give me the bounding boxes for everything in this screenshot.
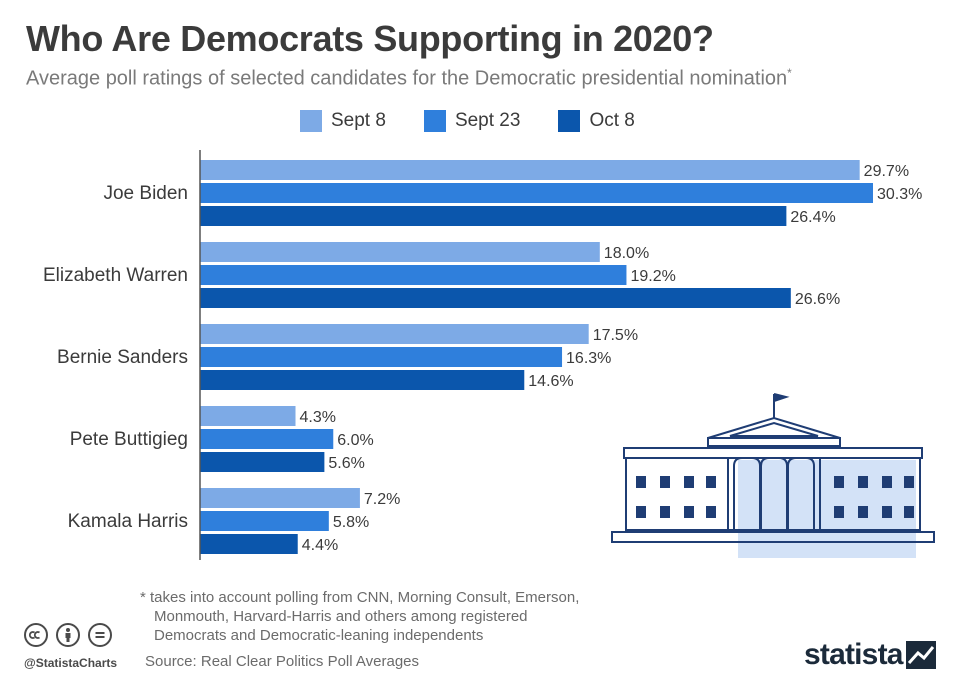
- footnote-line-3: Democrats and Democratic-leaning indepen…: [154, 627, 484, 644]
- bar-sept8-3: [200, 406, 296, 426]
- data-label-oct8-2: 14.6%: [528, 373, 573, 390]
- chart-title: Who Are Democrats Supporting in 2020?: [26, 18, 714, 59]
- bar-sept23-3: [200, 429, 334, 449]
- legend: Sept 8 Sept 23 Oct 8: [300, 110, 673, 132]
- legend-swatch-sept8: [300, 110, 322, 132]
- legend-label-oct8: Oct 8: [589, 110, 635, 131]
- license-icons: [24, 623, 120, 647]
- data-label-oct8-3: 5.6%: [328, 455, 364, 472]
- bar-sept8-1: [200, 242, 600, 262]
- chart-subtitle: Average poll ratings of selected candida…: [26, 66, 792, 91]
- footnote-line-1: * takes into account polling from CNN, M…: [140, 589, 580, 606]
- statista-logo[interactable]: statista: [804, 638, 936, 672]
- bar-oct8-4: [200, 534, 298, 554]
- data-label-sept8-1: 18.0%: [604, 245, 649, 262]
- statista-logo-icon: [905, 641, 936, 669]
- bar-sept23-0: [200, 183, 873, 203]
- white-house-icon: [611, 393, 935, 558]
- legend-label-sept8: Sept 8: [331, 110, 386, 131]
- data-label-sept8-3: 4.3%: [300, 409, 336, 426]
- data-label-sept23-3: 6.0%: [337, 432, 373, 449]
- legend-item-sept23: Sept 23: [423, 110, 521, 132]
- footnote-line-2: Monmouth, Harvard-Harris and others amon…: [154, 608, 528, 625]
- bar-oct8-2: [200, 370, 525, 390]
- bar-sept8-0: [200, 160, 860, 180]
- bar-sept23-4: [200, 511, 329, 531]
- category-label-3: Pete Buttigieg: [70, 429, 188, 450]
- data-label-sept23-0: 30.3%: [877, 186, 922, 203]
- legend-label-sept23: Sept 23: [454, 110, 521, 131]
- bar-sept8-2: [200, 324, 589, 344]
- bar-oct8-0: [200, 206, 787, 226]
- data-label-sept23-1: 19.2%: [630, 268, 675, 285]
- data-label-sept8-4: 7.2%: [364, 491, 400, 508]
- subtitle-text: Average poll ratings of selected candida…: [26, 67, 788, 90]
- legend-swatch-sept23: [423, 110, 446, 132]
- bar-sept23-2: [200, 347, 563, 367]
- data-label-sept23-4: 5.8%: [333, 514, 369, 531]
- footnote: * takes into account polling from CNN, M…: [140, 588, 579, 645]
- category-label-4: Kamala Harris: [68, 511, 188, 532]
- bar-oct8-3: [200, 452, 325, 472]
- data-label-oct8-0: 26.4%: [790, 209, 835, 226]
- data-label-oct8-4: 4.4%: [302, 537, 338, 554]
- bar-chart: 29.7% 30.3% 26.4% Joe Biden 18.0% 19.2% 26.6% E…: [43, 150, 922, 560]
- twitter-handle[interactable]: @StatistaCharts: [24, 656, 118, 670]
- bar-oct8-1: [200, 288, 791, 308]
- data-label-sept8-2: 17.5%: [593, 327, 638, 344]
- category-label-1: Elizabeth Warren: [43, 265, 188, 286]
- creative-commons-icon[interactable]: [24, 623, 48, 647]
- attribution-icon[interactable]: [56, 623, 80, 647]
- bar-sept23-1: [200, 265, 627, 285]
- data-label-sept8-0: 29.7%: [864, 163, 909, 180]
- bar-sept8-4: [200, 488, 360, 508]
- brand-text: statista: [804, 638, 903, 671]
- source-text: Source: Real Clear Politics Poll Average…: [145, 653, 420, 670]
- legend-swatch-oct8: [558, 110, 581, 132]
- no-derivatives-icon[interactable]: [88, 623, 112, 647]
- category-label-0: Joe Biden: [103, 183, 188, 204]
- data-label-sept23-2: 16.3%: [566, 350, 611, 367]
- category-label-2: Bernie Sanders: [57, 347, 188, 368]
- legend-item-oct8: Oct 8: [558, 110, 635, 132]
- data-label-oct8-1: 26.6%: [795, 291, 840, 308]
- legend-item-sept8: Sept 8: [300, 110, 386, 132]
- subtitle-footnote-mark: *: [787, 66, 792, 80]
